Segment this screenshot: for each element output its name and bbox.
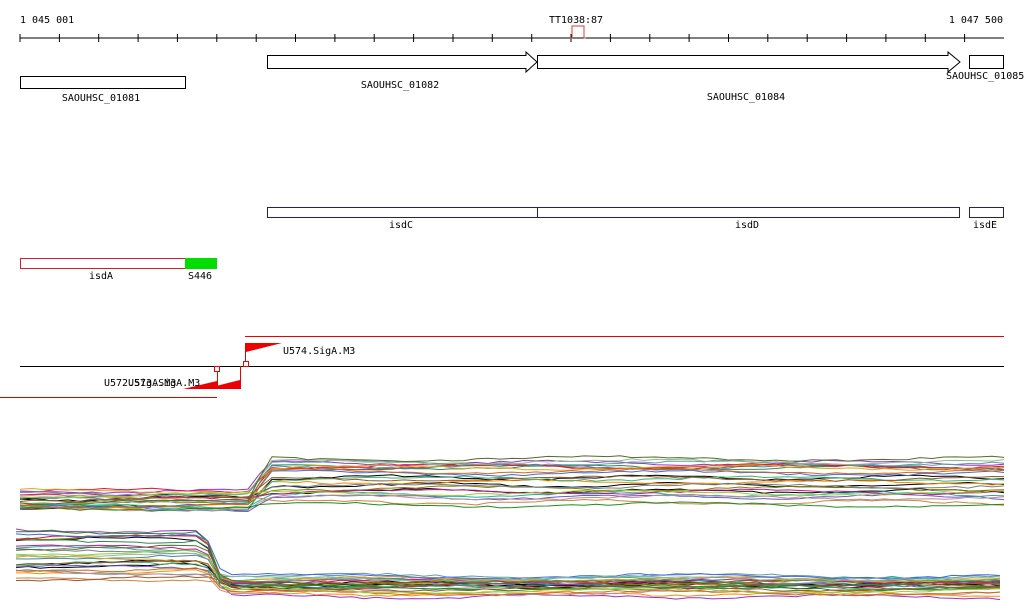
expression-profile-line — [19, 485, 1005, 507]
expression-profile-line — [15, 552, 1001, 582]
gene-label: SAOUHSC_01085 — [946, 71, 1024, 82]
expression-profile-line — [19, 469, 1005, 509]
gene-arrow — [537, 50, 961, 74]
gene-label: SAOUHSC_01084 — [707, 92, 785, 103]
gene-SAOUHSC_01081[interactable]: SAOUHSC_01081 — [20, 76, 186, 105]
expression-profile-line — [15, 533, 1001, 580]
promoter-U572[interactable]: U572.SigA.M3 U573.SigA.M3 — [104, 366, 220, 390]
promoter-flag — [183, 381, 217, 389]
feature-box — [969, 207, 1004, 218]
promoter-U574[interactable]: U574.SigA.M3 — [243, 343, 356, 367]
reverse-feature-track: isdA S446 — [20, 258, 217, 283]
feature-box — [267, 207, 538, 218]
gene-label: SAOUHSC_01082 — [361, 80, 439, 91]
feature-S446[interactable]: S446 — [185, 258, 217, 282]
gene-SAOUHSC_01084[interactable]: SAOUHSC_01084 — [537, 50, 961, 103]
ruler-end-label: 1 047 500 — [949, 15, 1003, 26]
expression-profile-line — [15, 534, 1001, 591]
feature-isdC[interactable]: isdC — [267, 207, 538, 232]
expression-profile-line — [15, 554, 1001, 589]
expression-profile-line — [20, 468, 1005, 509]
expression-profile-line — [15, 561, 1001, 591]
expression-profile-line — [19, 494, 1005, 513]
feature-box — [20, 258, 186, 269]
expression-profile-line — [19, 491, 1005, 510]
feature-label: isdD — [735, 220, 759, 231]
gene-track: SAOUHSC_01081 SAOUHSC_01082 SAOUHSC_0108… — [20, 50, 1024, 105]
expression-profile-line — [19, 462, 1005, 494]
terminator-label-overlap: 8:87 — [579, 15, 603, 26]
gene-box — [20, 76, 186, 89]
terminator-glyph — [570, 25, 586, 39]
expression-profile-line — [15, 549, 1001, 594]
expression-profile-line — [19, 475, 1005, 503]
forward-expression-profiles — [19, 455, 1005, 513]
feature-label: S446 — [188, 271, 212, 282]
gene-box — [969, 55, 1004, 69]
promoter-anchor — [243, 361, 249, 367]
coordinate-ruler: 1 045 001 1 047 500 — [19, 15, 1004, 42]
expression-profile-line — [15, 560, 1001, 592]
expression-profile-line — [15, 544, 1001, 587]
gene-SAOUHSC_01082[interactable]: SAOUHSC_01082 — [267, 50, 538, 91]
expression-profile-line — [15, 569, 1001, 580]
feature-label: isdE — [973, 220, 997, 231]
forward-feature-track: isdC isdD isdE — [267, 207, 1004, 232]
expression-profile-line — [19, 464, 1005, 495]
promoter-anchor — [214, 366, 220, 372]
terminator-label: TT103 — [549, 15, 579, 26]
feature-isdE[interactable]: isdE — [969, 207, 1004, 232]
expression-profile-line — [19, 501, 1005, 512]
srna-box — [185, 258, 217, 269]
ruler-start-label: 1 045 001 — [20, 15, 74, 26]
reverse-expression-profiles — [15, 528, 1001, 601]
expression-profile-line — [19, 475, 1005, 510]
gene-label: SAOUHSC_01081 — [62, 93, 140, 104]
gene-SAOUHSC_01085[interactable]: SAOUHSC_01085 — [946, 55, 1024, 83]
promoter-flag — [246, 343, 282, 352]
feature-label: isdC — [389, 220, 413, 231]
promoter-label: U572.SigA.M3 — [104, 378, 176, 389]
promoter-label: U574.SigA.M3 — [283, 346, 355, 357]
feature-isdD[interactable]: isdD — [537, 207, 960, 232]
feature-label: isdA — [89, 271, 113, 282]
promoter-track: U574.SigA.M3 U572.SigA.M3 U573.SigA.M3 — [0, 336, 1004, 398]
expression-profile-line — [20, 489, 1005, 499]
promoter-label: U573.SigA.M3 — [128, 378, 200, 389]
expression-profile-line — [15, 567, 1001, 597]
feature-box — [537, 207, 960, 218]
expression-profile-line — [19, 482, 1005, 503]
terminator-TT103[interactable]: TT103 8:87 — [549, 15, 603, 39]
gene-arrow — [267, 50, 538, 74]
ruler-ticks — [19, 34, 966, 42]
expression-profile-line — [19, 455, 1005, 505]
feature-isdA[interactable]: isdA — [20, 258, 186, 283]
